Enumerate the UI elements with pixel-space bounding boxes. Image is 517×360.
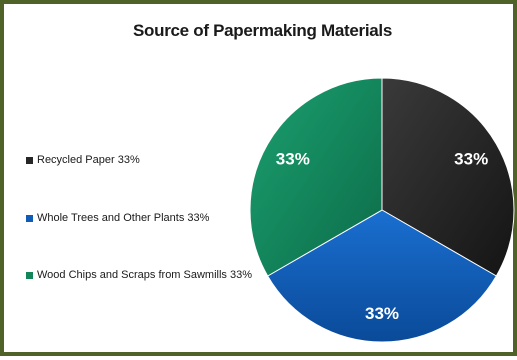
legend-swatch bbox=[26, 214, 33, 222]
chart-title: Source of Papermaking Materials bbox=[132, 21, 392, 40]
pie-chart: 33% 33% 33% bbox=[249, 77, 515, 343]
legend-item-whole-trees: Whole Trees and Other Plants 33% bbox=[26, 212, 209, 224]
legend-swatch bbox=[26, 271, 33, 279]
pie-slice-whole-trees-and-other-plants bbox=[266, 209, 498, 343]
legend-item-recycled-paper: Recycled Paper 33% bbox=[26, 154, 140, 166]
slice-data-label: 33% bbox=[365, 304, 399, 323]
slice-data-label: 33% bbox=[276, 150, 310, 169]
legend-label: Whole Trees and Other Plants 33% bbox=[37, 212, 210, 224]
pie-slice-recycled-paper bbox=[381, 77, 515, 277]
legend-label: Wood Chips and Scraps from Sawmills 33% bbox=[37, 269, 252, 281]
legend: Recycled Paper 33% Whole Trees and Other… bbox=[26, 154, 266, 294]
legend-swatch bbox=[26, 156, 33, 164]
pie-slice-wood-chips-and-scraps-from-sawmills bbox=[249, 77, 383, 277]
slice-data-label: 33% bbox=[454, 150, 488, 169]
legend-item-wood-chips: Wood Chips and Scraps from Sawmills 33% bbox=[26, 269, 252, 281]
legend-label: Recycled Paper 33% bbox=[37, 154, 140, 166]
